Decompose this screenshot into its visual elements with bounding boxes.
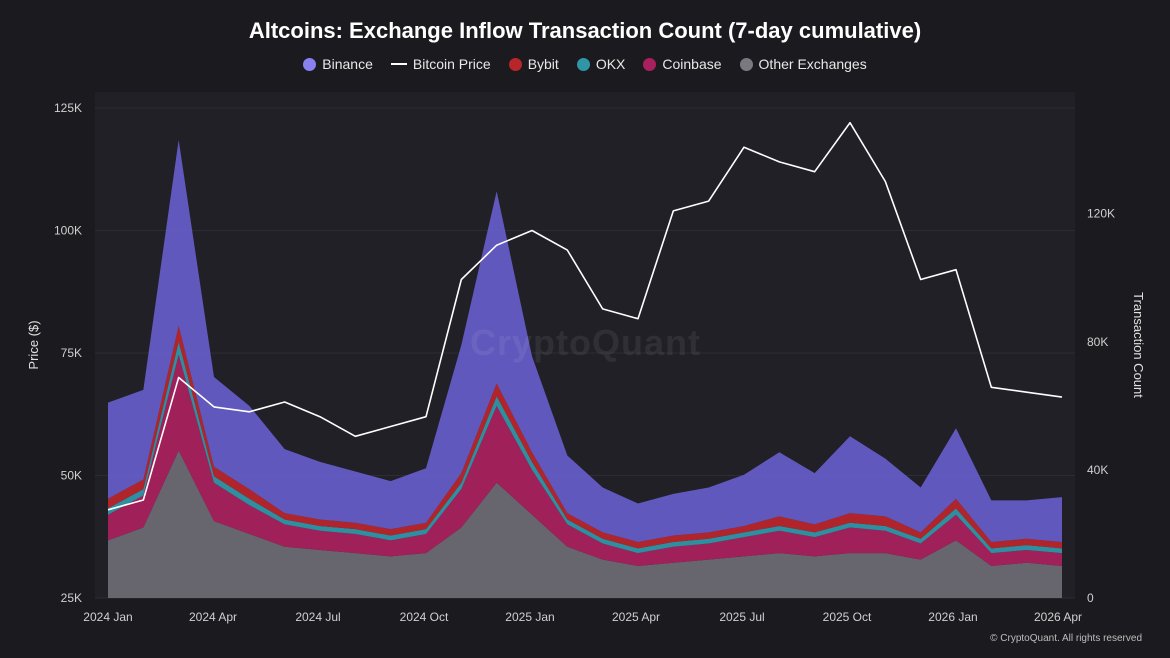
- x-tick-0: 2024 Jan: [83, 610, 132, 624]
- legend-dot-coinbase: [643, 57, 657, 71]
- x-tick-1: 2024 Apr: [189, 610, 237, 624]
- y-right-tick-2: 40K: [1087, 463, 1108, 477]
- legend-label-other-exchanges: Other Exchanges: [758, 56, 867, 72]
- legend-item-binance[interactable]: Binance: [303, 56, 373, 72]
- x-tick-8: 2026 Jan: [928, 610, 977, 624]
- legend-dot-binance: [303, 57, 317, 71]
- copyright-notice: © CryptoQuant. All rights reserved: [990, 633, 1142, 644]
- legend-line-bitcoin-price: [390, 63, 407, 65]
- legend-label-coinbase: Coinbase: [662, 56, 722, 72]
- y-right-tick-3: 0: [1087, 591, 1094, 605]
- area-coinbase: [108, 354, 1062, 566]
- watermark: CryptoQuant: [470, 322, 701, 363]
- price-line-group: [107, 121, 1063, 511]
- bitcoin-price-line: [107, 121, 1063, 511]
- axes: 125K 100K 75K 50K 25K 120K 80K 40K 0 2024 Jan 2024…: [26, 101, 1146, 624]
- x-tick-5: 2025 Apr: [612, 610, 660, 624]
- legend-item-bitcoin-price[interactable]: Bitcoin Price: [390, 56, 491, 72]
- stacked-areas: [108, 140, 1062, 598]
- legend-label-binance: Binance: [322, 56, 373, 72]
- y-left-tick-2: 75K: [61, 346, 82, 360]
- legend-dot-other-exchanges: [739, 57, 753, 71]
- legend-label-bybit: Bybit: [527, 56, 559, 72]
- x-tick-6: 2025 Jul: [719, 610, 764, 624]
- y-left-tick-0: 125K: [54, 101, 82, 115]
- y-left-tick-1: 100K: [54, 224, 82, 238]
- x-tick-2: 2024 Jul: [295, 610, 340, 624]
- y-right-title: Transaction Count: [1131, 292, 1146, 398]
- legend-label-bitcoin-price: Bitcoin Price: [412, 56, 491, 72]
- x-tick-7: 2025 Oct: [823, 610, 872, 624]
- legend-label-okx: OKX: [595, 56, 626, 72]
- legend-item-other-exchanges[interactable]: Other Exchanges: [739, 56, 867, 72]
- y-right-tick-1: 80K: [1087, 335, 1108, 349]
- y-left-tick-3: 50K: [61, 469, 82, 483]
- legend-item-coinbase[interactable]: Coinbase: [643, 56, 722, 72]
- y-right-tick-0: 120K: [1087, 207, 1115, 221]
- legend-item-okx[interactable]: OKX: [576, 56, 626, 72]
- legend: Binance Bitcoin Price Bybit OKX Coinbase…: [0, 56, 1170, 72]
- y-left-title: Price ($): [26, 320, 41, 369]
- legend-dot-okx: [576, 57, 590, 71]
- x-tick-3: 2024 Oct: [400, 610, 449, 624]
- chart-title: Altcoins: Exchange Inflow Transaction Co…: [248, 18, 922, 43]
- area-binance: [108, 140, 1062, 542]
- x-tick-4: 2025 Jan: [505, 610, 554, 624]
- x-tick-9: 2026 Apr: [1034, 610, 1082, 624]
- legend-item-bybit[interactable]: Bybit: [508, 56, 559, 72]
- y-left-tick-4: 25K: [61, 591, 82, 605]
- area-other-exchanges: [108, 450, 1062, 598]
- legend-dot-bybit: [508, 57, 522, 71]
